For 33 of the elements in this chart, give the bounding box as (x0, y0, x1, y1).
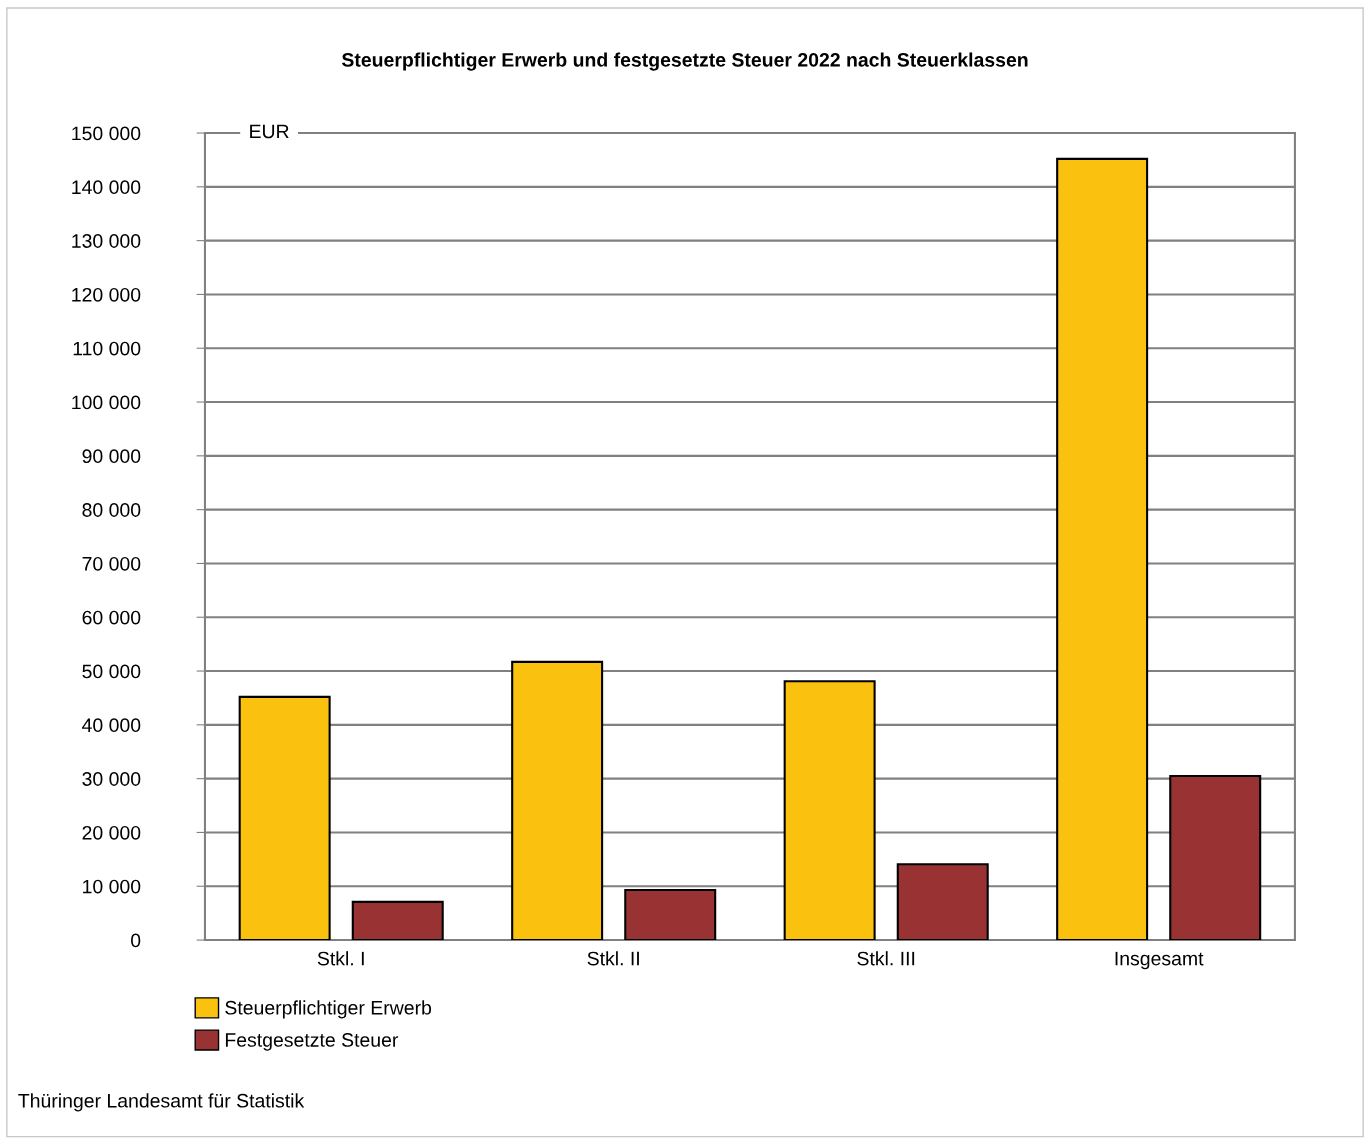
bar (511, 660, 604, 941)
y-tick-label: 90 000 (82, 449, 141, 464)
y-axis-title: EUR (250, 124, 289, 139)
legend-label: Festgesetzte Steuer (225, 1033, 399, 1051)
y-tick-label: 140 000 (72, 180, 141, 195)
x-tick-label: Stkl. II (587, 951, 639, 966)
bar (1169, 774, 1262, 941)
y-tick-label: 0 (131, 933, 141, 948)
y-tick-label: 20 000 (82, 825, 141, 840)
text: Thüringer Landesamt für Statistik (18, 1093, 305, 1112)
y-tick-label: 80 000 (82, 503, 141, 517)
bar (783, 680, 876, 941)
chart-title: Steuerpflichtiger Erwerb und festgesetzte Steuer 2022 nach Steuerklassen (341, 52, 1028, 71)
x-tick-label: Insgesamt (1115, 951, 1204, 970)
y-tick-label: 30 000 (82, 772, 141, 786)
bar (624, 888, 717, 941)
bar (351, 900, 444, 941)
y-tick-label: 10 000 (83, 879, 141, 894)
bar (1056, 157, 1149, 941)
bar (238, 695, 331, 941)
y-tick-label: 60 000 (82, 610, 141, 625)
y-tick-label: 120 000 (72, 287, 141, 302)
y-tick-label: 40 000 (82, 718, 141, 733)
legend-label: Steuerpflichtiger Erwerb (225, 1000, 432, 1019)
y-tick-label: 150 000 (72, 126, 141, 141)
y-tick-label: 50 000 (82, 664, 141, 679)
y-tick-label: 70 000 (82, 556, 141, 571)
y-tick-label: 130 000 (72, 234, 141, 248)
y-tick-label: 100 000 (72, 395, 141, 410)
x-tick-label: Stkl. III (857, 951, 915, 966)
bar (896, 863, 989, 941)
y-tick-label: 110 000 (73, 341, 141, 356)
x-tick-label: Stkl. I (317, 951, 364, 966)
